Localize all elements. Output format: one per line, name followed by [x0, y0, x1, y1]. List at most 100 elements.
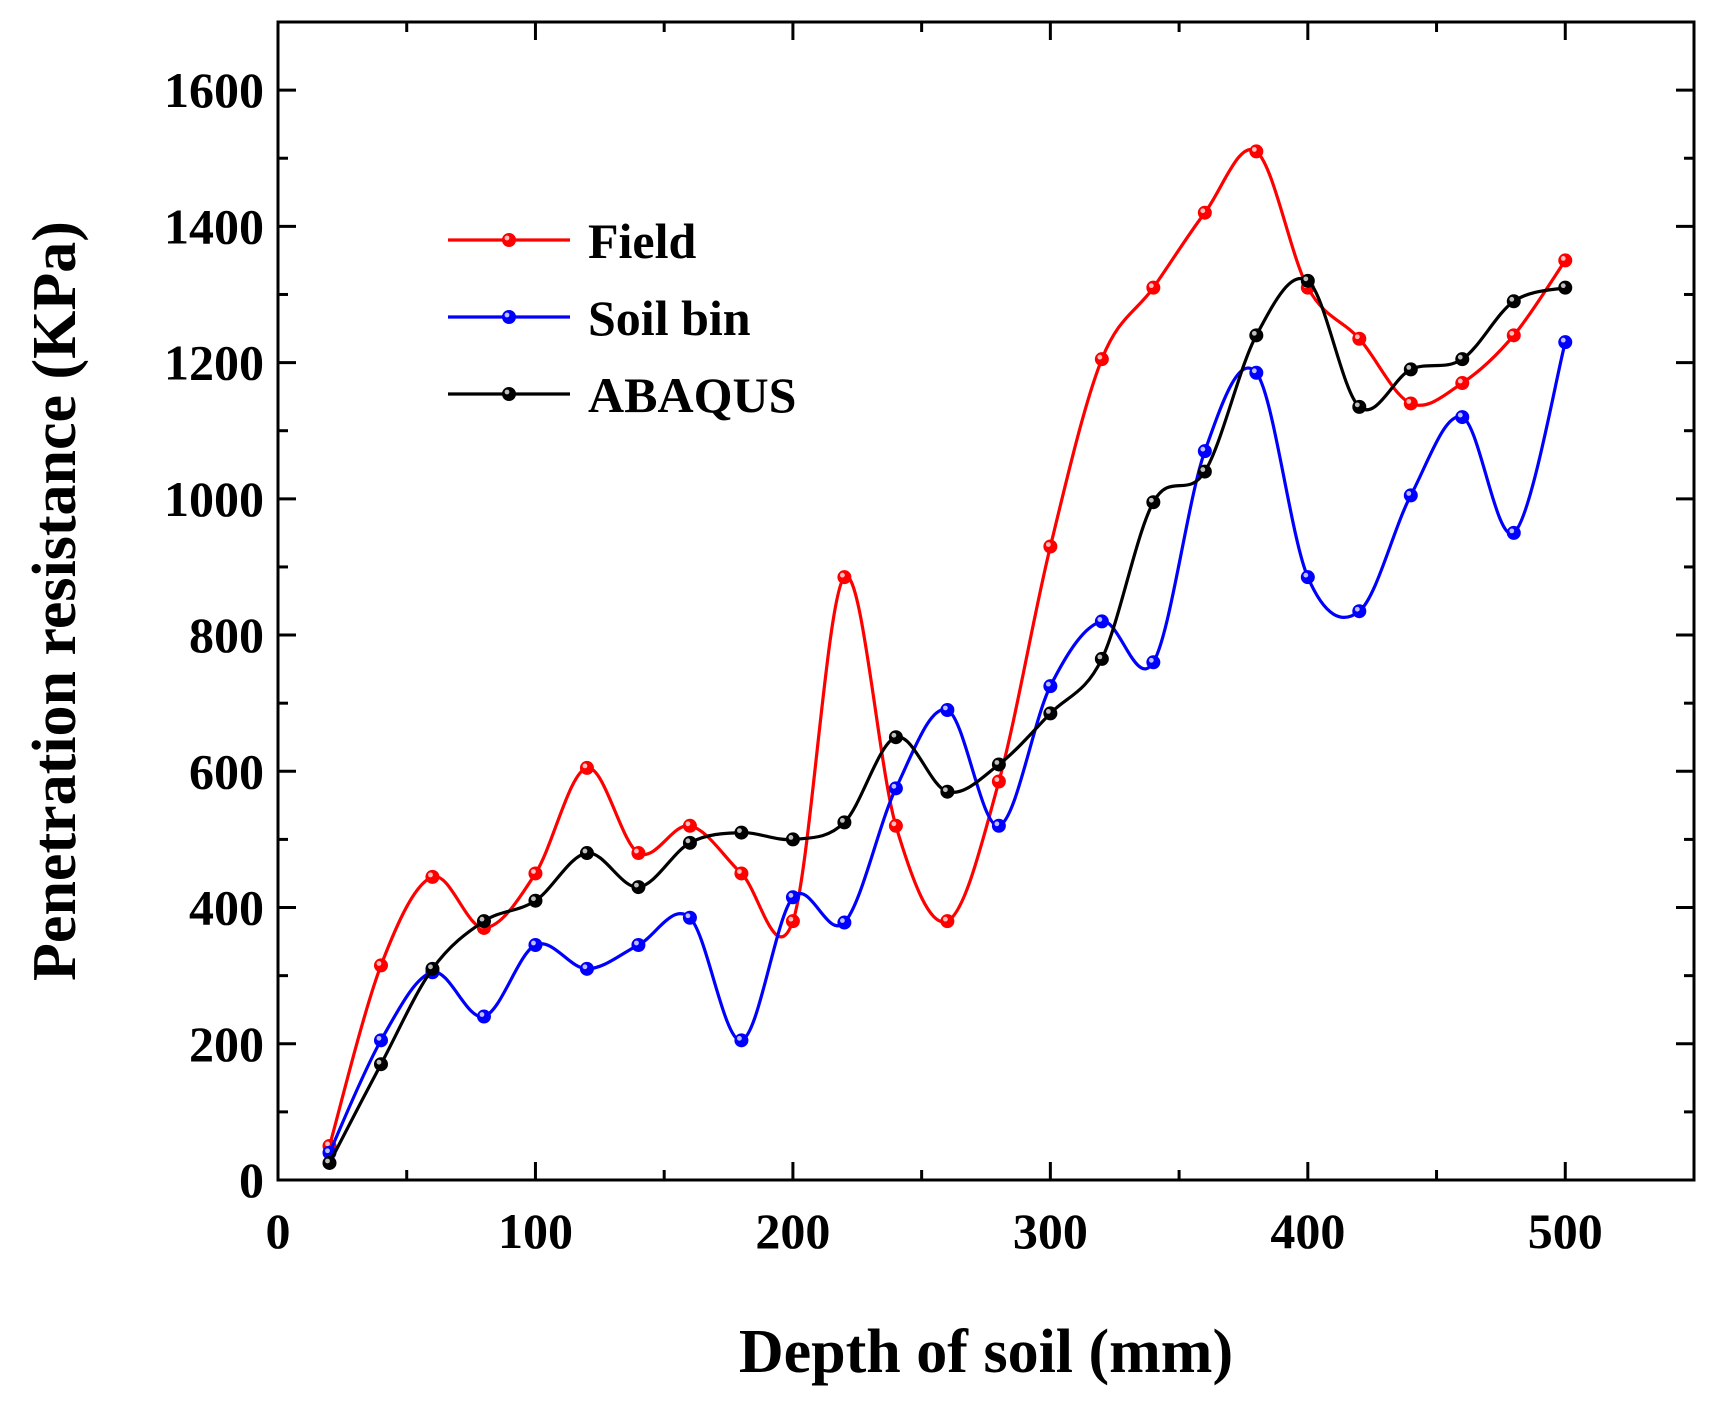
data-point-field — [1249, 144, 1264, 159]
legend-marker-abaqus — [502, 387, 516, 401]
x-tick-label: 500 — [1528, 1203, 1603, 1259]
data-point-soil-bin — [1300, 570, 1315, 585]
data-point-soil-bin — [682, 910, 697, 925]
legend-marker-soil-bin — [502, 310, 516, 324]
data-point-field — [425, 869, 440, 884]
data-point-abaqus — [888, 730, 903, 745]
plot-frame — [276, 20, 1696, 1182]
data-point-soil-bin — [528, 937, 543, 952]
data-point-soil-bin — [373, 1033, 388, 1048]
data-point-field — [579, 760, 594, 775]
data-point-field — [1197, 205, 1212, 220]
y-tick-label: 800 — [189, 607, 264, 663]
legend-item-abaqus: ABAQUS — [448, 367, 796, 423]
legend-label-abaqus: ABAQUS — [588, 367, 796, 423]
data-point-abaqus — [1197, 464, 1212, 479]
legend-label-soil-bin: Soil bin — [588, 290, 751, 346]
data-point-abaqus — [322, 1155, 337, 1170]
series-line-field — [327, 147, 1567, 1147]
data-point-soil-bin — [476, 1009, 491, 1024]
data-point-abaqus — [631, 880, 646, 895]
y-tick-label: 200 — [189, 1016, 264, 1072]
x-tick-label: 100 — [498, 1203, 573, 1259]
data-point-field — [940, 914, 955, 929]
y-tick-label: 400 — [189, 880, 264, 936]
data-point-abaqus — [1094, 651, 1109, 666]
legend-marker-field — [502, 233, 516, 247]
data-point-abaqus — [373, 1057, 388, 1072]
data-point-abaqus — [682, 835, 697, 850]
y-tick-label: 1200 — [164, 335, 264, 391]
data-point-abaqus — [425, 961, 440, 976]
data-point-abaqus — [837, 815, 852, 830]
y-tick-label: 0 — [239, 1152, 264, 1208]
data-point-field — [1352, 331, 1367, 346]
data-point-field — [785, 914, 800, 929]
data-point-soil-bin — [1249, 365, 1264, 380]
legend: Field Soil bin ABAQUS — [448, 213, 796, 423]
data-point-abaqus — [1506, 294, 1521, 309]
series-layer — [322, 144, 1573, 1170]
legend-label-field: Field — [588, 213, 697, 269]
x-tick-label: 200 — [755, 1203, 830, 1259]
data-point-abaqus — [579, 846, 594, 861]
data-point-soil-bin — [837, 915, 852, 930]
data-point-abaqus — [1352, 399, 1367, 414]
data-point-abaqus — [1558, 280, 1573, 295]
data-point-soil-bin — [579, 961, 594, 976]
data-point-abaqus — [1403, 362, 1418, 377]
ticks-layer: 0 100 200 300 400 500 0 200 400 600 800 1000 1200 140… — [164, 22, 1694, 1259]
data-point-abaqus — [1146, 495, 1161, 510]
data-point-abaqus — [476, 914, 491, 929]
data-point-field — [837, 570, 852, 585]
data-point-abaqus — [1043, 706, 1058, 721]
y-tick-label: 1600 — [164, 62, 264, 118]
y-tick-label: 600 — [189, 743, 264, 799]
y-axis-title: Penetration resistance (KPa) — [21, 221, 89, 981]
data-point-abaqus — [1249, 328, 1264, 343]
data-point-abaqus — [991, 757, 1006, 772]
y-tick-label: 1400 — [164, 198, 264, 254]
x-tick-label: 300 — [1013, 1203, 1088, 1259]
data-point-soil-bin — [1146, 655, 1161, 670]
data-point-field — [1506, 328, 1521, 343]
data-point-abaqus — [528, 893, 543, 908]
data-point-field — [734, 866, 749, 881]
data-point-abaqus — [1455, 352, 1470, 367]
data-point-field — [991, 774, 1006, 789]
data-point-soil-bin — [991, 818, 1006, 833]
data-point-field — [1146, 280, 1161, 295]
legend-item-soil-bin: Soil bin — [448, 290, 751, 346]
data-point-soil-bin — [1094, 614, 1109, 629]
data-point-field — [631, 846, 646, 861]
data-point-soil-bin — [1455, 410, 1470, 425]
data-point-field — [1558, 253, 1573, 268]
data-point-soil-bin — [785, 890, 800, 905]
data-point-soil-bin — [888, 781, 903, 796]
data-point-field — [1094, 352, 1109, 367]
data-point-soil-bin — [1352, 604, 1367, 619]
data-point-soil-bin — [1506, 525, 1521, 540]
x-tick-label: 400 — [1270, 1203, 1345, 1259]
x-axis-title: Depth of soil (mm) — [739, 1318, 1233, 1386]
data-point-soil-bin — [1197, 444, 1212, 459]
data-point-abaqus — [1300, 273, 1315, 288]
series-field — [322, 144, 1573, 1153]
series-soil-bin — [322, 335, 1573, 1160]
data-point-field — [888, 818, 903, 833]
data-point-abaqus — [940, 784, 955, 799]
y-tick-label: 1000 — [164, 471, 264, 527]
data-point-field — [373, 958, 388, 973]
data-point-soil-bin — [1403, 488, 1418, 503]
data-point-soil-bin — [734, 1033, 749, 1048]
data-point-soil-bin — [1043, 679, 1058, 694]
series-abaqus — [322, 273, 1573, 1170]
data-point-abaqus — [785, 832, 800, 847]
data-point-abaqus — [734, 825, 749, 840]
data-point-field — [682, 818, 697, 833]
data-point-field — [1043, 539, 1058, 554]
data-point-soil-bin — [631, 937, 646, 952]
data-point-field — [1455, 376, 1470, 391]
